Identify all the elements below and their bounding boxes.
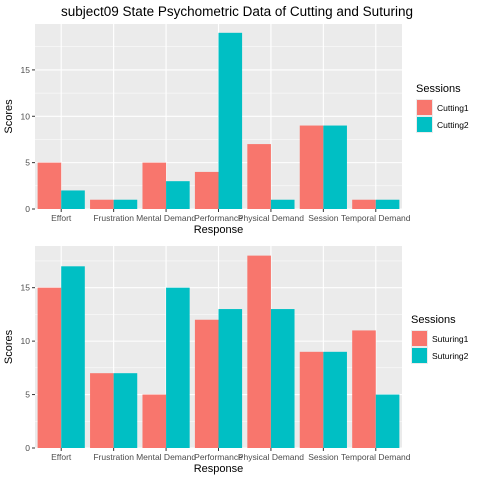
legend-swatch: [417, 117, 432, 132]
legend-swatch: [417, 100, 432, 115]
y-tick-label: 5: [25, 390, 30, 400]
bar: [270, 309, 295, 448]
bar: [352, 199, 376, 209]
x-tick-label: Effort: [51, 213, 72, 223]
legend-swatch: [412, 331, 427, 346]
bar: [61, 190, 85, 209]
y-tick-label: 5: [25, 158, 30, 168]
y-axis-title: Scores: [3, 329, 15, 364]
x-tick-label: Physical Demand: [238, 452, 304, 462]
legend-label: Cutting1: [437, 103, 469, 113]
x-tick-label: Temporal Demand: [341, 213, 411, 223]
x-tick-label: Effort: [51, 452, 72, 462]
bar: [90, 373, 114, 448]
chart-title: subject09 State Psychometric Data of Cut…: [61, 4, 413, 19]
bar: [142, 162, 167, 209]
bar: [142, 394, 167, 448]
bar: [270, 199, 295, 209]
bar: [323, 351, 347, 448]
x-tick-label: Frustration: [93, 213, 134, 223]
x-tick-label: Mental Demand: [136, 452, 196, 462]
bar: [61, 266, 85, 448]
y-tick-label: 10: [21, 111, 31, 121]
bar: [247, 255, 271, 448]
legend-label: Cutting2: [437, 120, 469, 130]
x-tick-label: Physical Demand: [238, 213, 304, 223]
bar: [37, 162, 62, 209]
x-tick-label: Performance: [194, 213, 243, 223]
legend: Sessions Cutting1 Cutting2: [416, 83, 469, 133]
x-tick-label: Temporal Demand: [341, 452, 411, 462]
x-tick-label: Session: [308, 213, 339, 223]
bar: [113, 373, 138, 448]
bar: [323, 125, 347, 209]
bar: [113, 199, 138, 209]
bar: [218, 32, 243, 209]
cutting-chart: 0 5 10 15 Effort Frustration Mental DemandPerf…: [3, 24, 469, 236]
bar: [218, 309, 243, 448]
suturing-chart: 0 5 10 15 Effort Frustration Mental DemandPerf…: [3, 246, 469, 475]
bar: [375, 394, 400, 448]
bar: [375, 199, 400, 209]
bar: [166, 181, 190, 209]
x-tick-label: Frustration: [93, 452, 134, 462]
legend-title: Sessions: [416, 83, 461, 95]
bar: [194, 319, 219, 448]
legend: Sessions Suturing1 Suturing2: [411, 314, 469, 364]
y-tick-label: 15: [21, 65, 31, 75]
y-axis-title: Scores: [3, 99, 15, 134]
x-axis-title: Response: [194, 463, 244, 475]
bar: [166, 287, 190, 448]
bar: [352, 330, 376, 448]
bar: [299, 125, 324, 209]
legend-swatch: [412, 348, 427, 363]
bar: [90, 199, 114, 209]
y-tick-label: 0: [25, 204, 30, 214]
bar: [37, 287, 62, 448]
bar: [299, 351, 324, 448]
x-axis-title: Response: [194, 224, 244, 236]
bar: [194, 171, 219, 209]
x-tick-label: Mental Demand: [136, 213, 196, 223]
y-tick-label: 15: [21, 283, 31, 293]
y-tick-label: 0: [25, 443, 30, 453]
y-tick-label: 10: [21, 336, 31, 346]
bar: [247, 144, 271, 209]
legend-title: Sessions: [411, 314, 456, 326]
x-tick-label: Performance: [194, 452, 243, 462]
x-tick-label: Session: [308, 452, 339, 462]
legend-label: Suturing1: [432, 334, 469, 344]
legend-label: Suturing2: [432, 351, 469, 361]
